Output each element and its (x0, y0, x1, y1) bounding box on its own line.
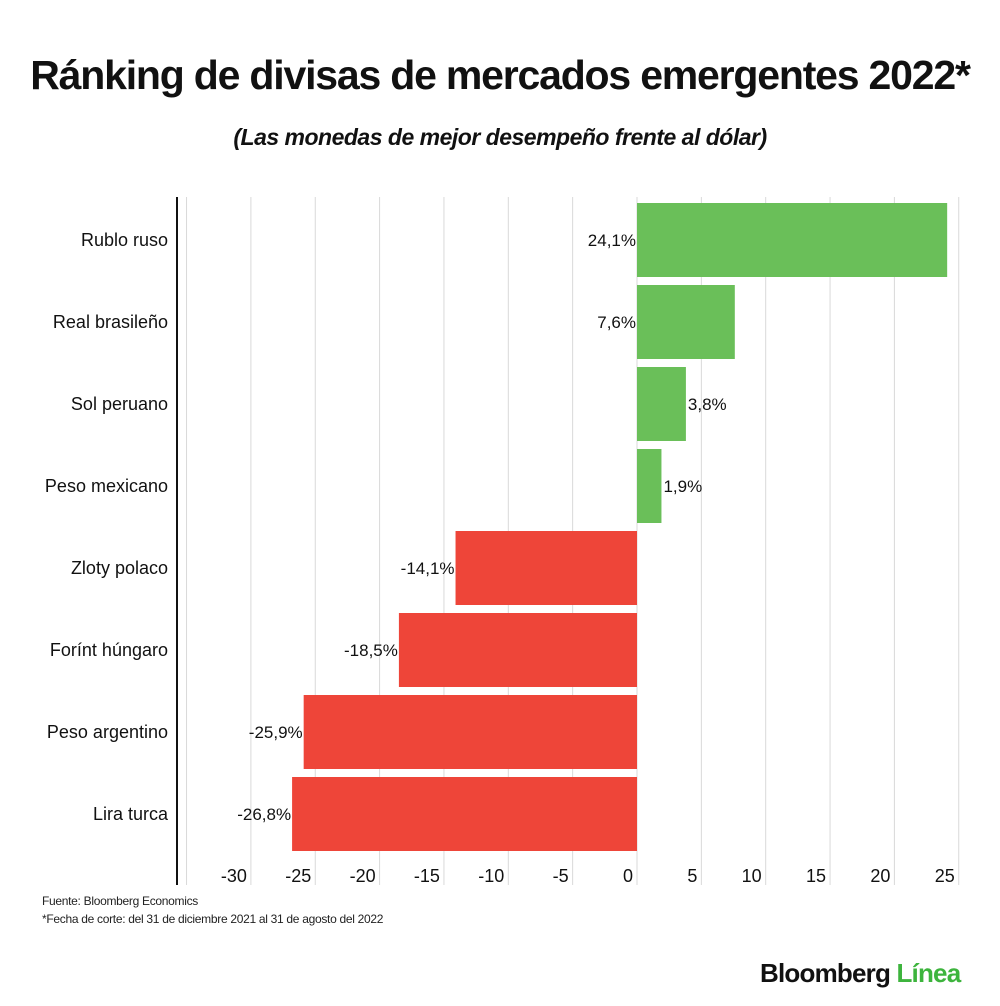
category-label: Real brasileño (53, 312, 168, 332)
x-tick-label: 15 (806, 866, 826, 886)
x-tick-label: -30 (221, 866, 247, 886)
bar (398, 613, 637, 687)
bloomberg-linea-logo: Bloomberg Línea (760, 958, 961, 989)
source-note: Fuente: Bloomberg Economics (42, 894, 198, 908)
bar (303, 695, 637, 769)
bar (292, 777, 637, 851)
x-tick-label: -5 (553, 866, 569, 886)
x-tick-label: -10 (478, 866, 504, 886)
data-label: -18,5% (344, 641, 398, 660)
chart-subtitle: (Las monedas de mejor desempeño frente a… (233, 124, 767, 150)
date-note: *Fecha de corte: del 31 de diciembre 202… (42, 912, 384, 926)
bar (637, 203, 948, 277)
data-label: -25,9% (249, 723, 303, 742)
bar (637, 285, 735, 359)
x-tick-label: -15 (414, 866, 440, 886)
x-tick-label: 25 (935, 866, 955, 886)
x-tick-label: 0 (623, 866, 633, 886)
data-label: 3,8% (688, 395, 727, 414)
chart-title: Ránking de divisas de mercados emergente… (30, 52, 971, 98)
category-label: Peso mexicano (45, 476, 168, 496)
x-tick-label: -25 (285, 866, 311, 886)
x-tick-label: 5 (687, 866, 697, 886)
bar (455, 531, 637, 605)
category-label: Rublo ruso (81, 230, 168, 250)
data-label: 1,9% (663, 477, 702, 496)
category-label: Forínt húngaro (50, 640, 168, 660)
x-tick-label: 10 (742, 866, 762, 886)
data-label: -14,1% (401, 559, 455, 578)
bar (637, 449, 662, 523)
logo-part2: Línea (896, 958, 961, 988)
data-label: 7,6% (597, 313, 636, 332)
category-label: Lira turca (93, 804, 169, 824)
x-tick-label: -20 (350, 866, 376, 886)
category-label: Peso argentino (47, 722, 168, 742)
category-label: Zloty polaco (71, 558, 168, 578)
data-label: 24,1% (588, 231, 636, 250)
category-label: Sol peruano (71, 394, 168, 414)
logo-part1: Bloomberg (760, 958, 891, 988)
bar (637, 367, 686, 441)
x-tick-label: 20 (870, 866, 890, 886)
data-label: -26,8% (237, 805, 291, 824)
